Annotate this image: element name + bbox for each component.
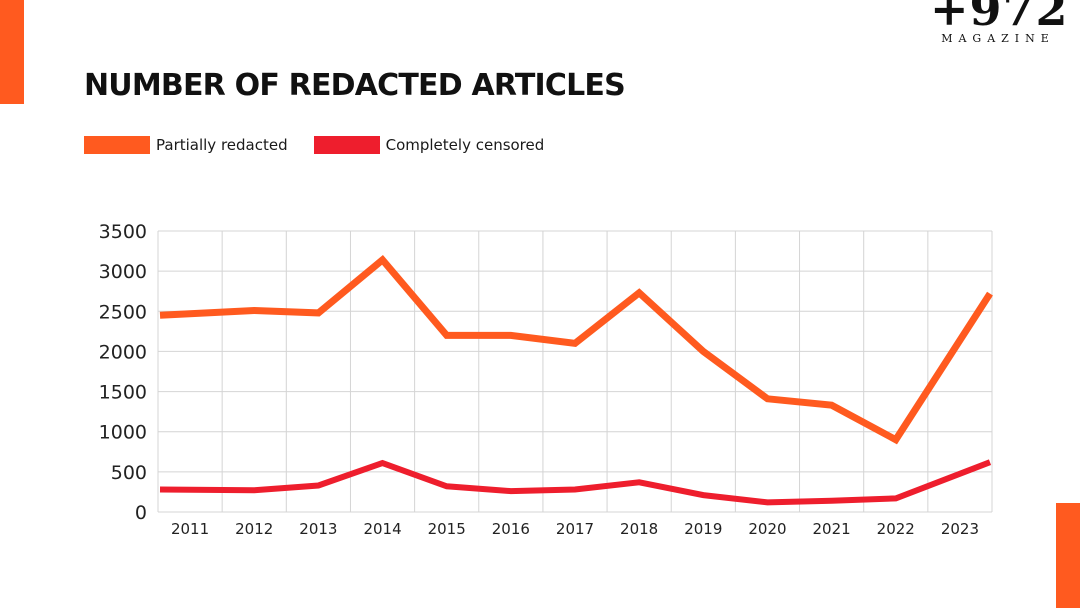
x-tick-label: 2011	[171, 520, 209, 538]
left-accent-bar	[0, 0, 24, 104]
legend-label-partial: Partially redacted	[156, 136, 288, 154]
y-tick-label: 0	[135, 502, 147, 524]
x-tick-label: 2014	[363, 520, 401, 538]
y-tick-label: 1500	[99, 382, 147, 404]
x-tick-label: 2019	[684, 520, 722, 538]
chart-legend: Partially redacted Completely censored	[84, 136, 570, 154]
x-tick-label: 2023	[941, 520, 979, 538]
chart-title: NUMBER OF REDACTED ARTICLES	[84, 68, 626, 103]
series-line-completely-censored	[159, 459, 992, 506]
x-tick-label: 2015	[428, 520, 466, 538]
series-line-partially-redacted	[159, 255, 993, 445]
y-tick-label: 1000	[99, 422, 147, 444]
y-tick-label: 2500	[99, 301, 147, 323]
x-tick-label: 2013	[299, 520, 337, 538]
legend-item-complete: Completely censored	[313, 136, 545, 154]
logo-mark: +972	[930, 0, 1069, 36]
y-tick-label: 2000	[99, 341, 147, 363]
x-tick-label: 2020	[748, 520, 786, 538]
legend-label-complete: Completely censored	[385, 136, 545, 154]
legend-swatch-partial	[84, 136, 150, 154]
right-accent-bar	[1056, 503, 1080, 608]
y-tick-label: 3000	[99, 261, 147, 283]
x-tick-label: 2017	[556, 520, 594, 538]
x-tick-label: 2018	[620, 520, 658, 538]
legend-item-partial: Partially redacted	[84, 136, 288, 154]
y-tick-label: 3500	[99, 221, 147, 243]
brand-logo: +972 MAGAZINE	[930, 0, 1069, 45]
x-tick-label: 2016	[492, 520, 530, 538]
y-tick-label: 500	[111, 462, 147, 484]
logo-subtitle: MAGAZINE	[941, 32, 1055, 45]
x-tick-label: 2021	[813, 520, 851, 538]
legend-swatch-complete	[313, 136, 380, 154]
x-tick-label: 2022	[877, 520, 915, 538]
x-tick-label: 2012	[235, 520, 273, 538]
